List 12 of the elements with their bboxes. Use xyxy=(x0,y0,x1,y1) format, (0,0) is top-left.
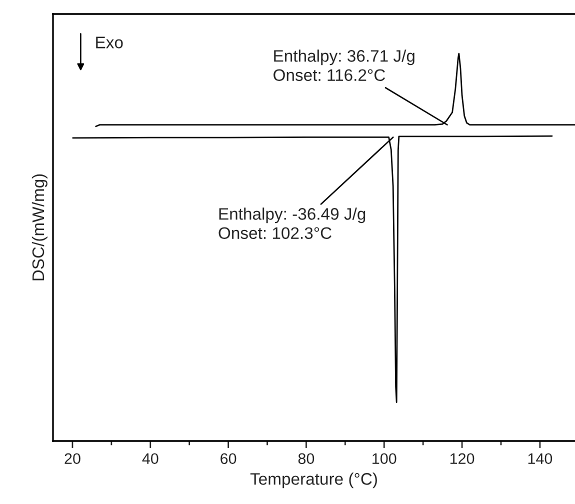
x-tick-label: 80 xyxy=(298,453,314,464)
annotation: Enthalpy: -36.49 J/g Onset: 102.3°C xyxy=(218,208,366,239)
x-tick-label: 100 xyxy=(372,453,396,464)
y-axis-title: DSC/(mW/mg) xyxy=(32,174,48,280)
x-axis-title: Temperature (°C) xyxy=(250,472,377,488)
x-tick-label: 20 xyxy=(64,453,80,464)
x-tick-label: 60 xyxy=(220,453,236,464)
x-tick-label: 120 xyxy=(450,453,474,464)
annotation: Enthalpy: 36.71 J/g Onset: 116.2°C xyxy=(274,50,414,81)
text: Exo xyxy=(96,36,123,48)
x-tick-label: 40 xyxy=(142,453,158,464)
x-tick-label: 140 xyxy=(528,453,552,464)
